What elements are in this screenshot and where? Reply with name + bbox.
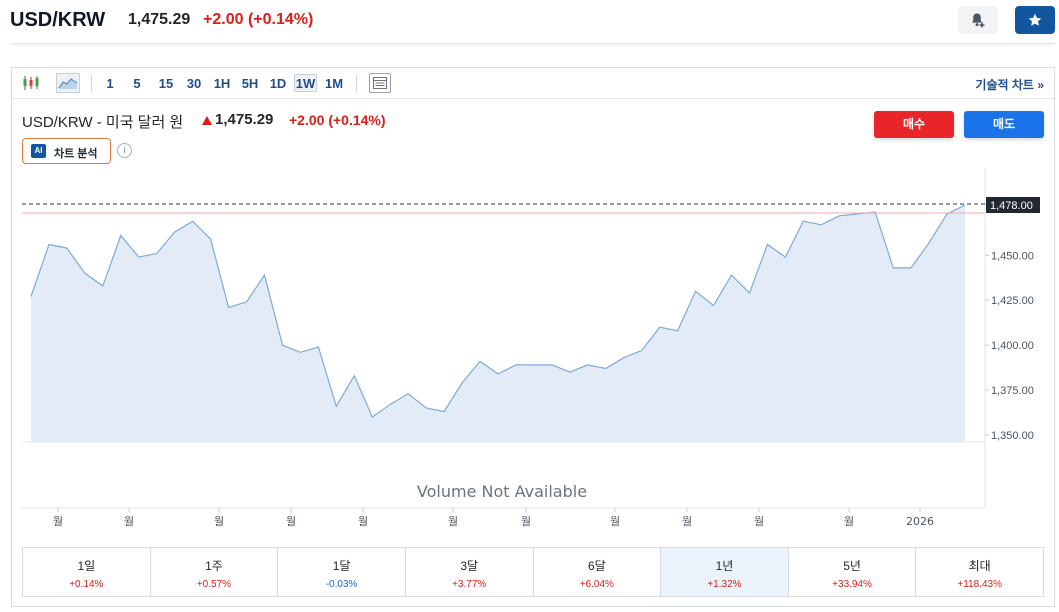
x-tick-label: 월 <box>521 515 531 528</box>
period-cell[interactable]: 1달 -0.03% <box>278 548 406 596</box>
header-change-pct: (+0.14%) <box>247 11 314 28</box>
y-tick-label: 1,375.00 <box>991 385 1034 397</box>
period-change: +6.04% <box>579 579 614 590</box>
header-change-value: +2.00 <box>203 11 244 28</box>
period-change: +1.32% <box>707 579 742 590</box>
toolbar-divider <box>356 74 357 93</box>
table-icon <box>373 77 387 89</box>
price-line <box>30 204 966 418</box>
period-cell[interactable]: 1년 +1.32% <box>661 548 789 596</box>
period-label: 1주 <box>205 559 223 573</box>
period-label: 1일 <box>77 559 96 573</box>
ai-chart-analysis-label: 차트 분석 <box>54 148 98 160</box>
area-chart-icon <box>58 78 78 89</box>
quote-change-value: +2.00 <box>289 112 325 128</box>
chart-toolbar: 1 5 15 30 1H 5H 1D 1W 1M 기술적 차트 » <box>12 68 1054 99</box>
timeframe-15[interactable]: 15 <box>158 76 174 91</box>
price-area-fill <box>31 205 965 442</box>
sell-button[interactable]: 매도 <box>964 111 1044 138</box>
timeframe-1w[interactable]: 1W <box>294 74 317 92</box>
timeframe-30[interactable]: 30 <box>186 76 202 91</box>
period-performance-table: 1일 +0.14% 1주 +0.57% 1달 -0.03% 3달 +3.77% 6달 +6.04%… <box>22 547 1044 597</box>
timeframe-5h[interactable]: 5H <box>241 76 259 91</box>
quote-price: 1,475.29 <box>215 111 274 128</box>
x-tick-label: 월 <box>214 515 224 528</box>
chart-widget: 1 5 15 30 1H 5H 1D 1W 1M 기술적 차트 » USD/KR… <box>11 67 1055 607</box>
period-label: 5년 <box>843 559 861 573</box>
period-label: 최대 <box>968 559 991 573</box>
x-tick-label: 월 <box>754 515 764 528</box>
period-label: 1달 <box>332 559 351 573</box>
ai-badge-icon: AI <box>31 144 46 158</box>
timeframe-5[interactable]: 5 <box>133 76 141 91</box>
x-tick-label: 월 <box>610 515 620 528</box>
timeframe-1h[interactable]: 1H <box>213 76 231 91</box>
watchlist-star-button[interactable] <box>1015 6 1055 34</box>
technical-chart-label: 기술적 차트 <box>975 78 1034 92</box>
x-tick-label: 월 <box>286 515 296 528</box>
period-cell[interactable]: 최대 +118.43% <box>916 548 1043 596</box>
period-change: +0.14% <box>69 579 104 590</box>
bell-plus-icon <box>972 13 985 28</box>
current-price-badge <box>986 197 1040 213</box>
quote-change-pct: (+0.14%) <box>328 112 386 128</box>
star-icon <box>1028 13 1042 26</box>
x-tick-label: 월 <box>358 515 368 528</box>
period-label: 3달 <box>460 559 479 573</box>
price-chart[interactable]: Investing.com1,450.001,425.001,400.001,3… <box>12 168 1054 543</box>
period-cell[interactable]: 6달 +6.04% <box>534 548 662 596</box>
period-change: +0.57% <box>196 579 232 590</box>
timeframe-1[interactable]: 1 <box>106 76 114 91</box>
toolbar-divider <box>91 74 92 93</box>
header-price: 1,475.29 <box>128 11 191 28</box>
period-label: 6달 <box>587 559 606 573</box>
quote-change: +2.00 (+0.14%) <box>289 112 386 128</box>
x-tick-label: 월 <box>682 515 692 528</box>
period-change: +3.77% <box>452 579 487 590</box>
candlestick-chart-button[interactable] <box>20 73 42 93</box>
period-cell[interactable]: 1주 +0.57% <box>151 548 279 596</box>
area-chart-button[interactable] <box>56 73 80 93</box>
x-tick-label: 월 <box>124 515 134 528</box>
info-icon[interactable]: i <box>117 143 132 158</box>
pair-title: USD/KRW <box>10 9 106 31</box>
y-tick-label: 1,350.00 <box>991 430 1034 442</box>
x-tick-label: 월 <box>53 515 63 528</box>
y-tick-label: 1,450.00 <box>991 250 1034 262</box>
period-cell[interactable]: 5년 +33.94% <box>789 548 917 596</box>
y-tick-label: 1,425.00 <box>991 295 1034 307</box>
y-tick-label: 1,400.00 <box>991 340 1034 352</box>
period-change: -0.03% <box>325 579 358 590</box>
ai-chart-analysis-button[interactable]: AI 차트 분석 <box>22 138 111 164</box>
period-cell[interactable]: 3달 +3.77% <box>406 548 534 596</box>
buy-button[interactable]: 매수 <box>874 111 954 138</box>
header-change: +2.00 (+0.14%) <box>203 11 313 29</box>
x-tick-label: 2026 <box>906 515 934 528</box>
instrument-header: USD/KRW 1,475.29 +2.00 (+0.14%) <box>10 0 1056 44</box>
x-tick-label: 월 <box>448 515 458 528</box>
period-change: +118.43% <box>957 579 1002 590</box>
price-alert-button[interactable] <box>958 6 998 34</box>
double-chevron-right-icon: » <box>1037 78 1044 92</box>
period-cell[interactable]: 1일 +0.14% <box>23 548 151 596</box>
data-table-button[interactable] <box>369 73 391 93</box>
candlestick-icon <box>23 76 39 90</box>
timeframe-1d[interactable]: 1D <box>269 76 287 91</box>
period-change: +33.94% <box>832 579 872 590</box>
current-price-label: 1,478.00 <box>990 200 1033 212</box>
technical-chart-link[interactable]: 기술적 차트 » <box>975 76 1044 93</box>
timeframe-1m[interactable]: 1M <box>324 76 344 91</box>
period-label: 1년 <box>715 559 734 573</box>
volume-not-available: Volume Not Available <box>417 482 587 501</box>
quote-title: USD/KRW - 미국 달러 원 <box>22 114 184 131</box>
up-arrow-icon <box>202 116 212 125</box>
x-tick-label: 월 <box>844 515 854 528</box>
